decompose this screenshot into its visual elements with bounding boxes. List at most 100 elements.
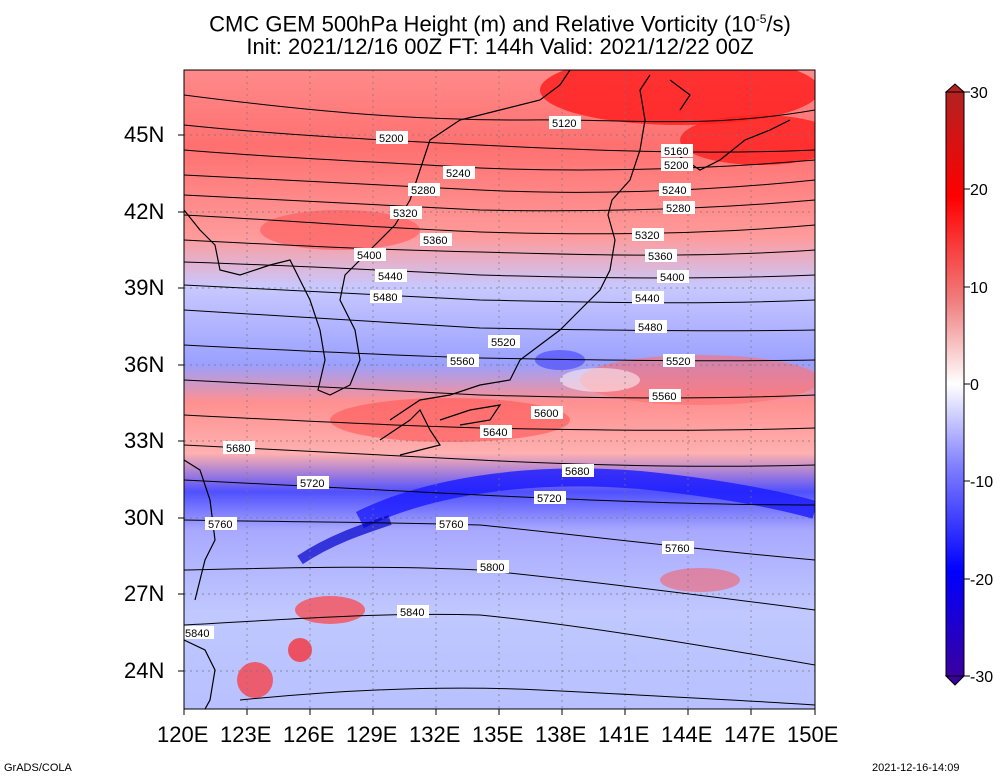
colorbar-tick: -30: [970, 669, 993, 686]
contour-label: 5400: [354, 248, 386, 262]
contour-label: 5280: [408, 183, 440, 197]
contour-label: 5120: [549, 116, 581, 130]
lon-label: 141E: [598, 722, 650, 747]
lon-label: 132E: [409, 722, 461, 747]
svg-text:5240: 5240: [662, 185, 686, 197]
vorticity-field: 5120 5160 5200 5200 5240 5240 5280 5280 …: [184, 70, 815, 709]
svg-text:5640: 5640: [483, 427, 507, 439]
contour-label: 5240: [443, 166, 475, 180]
svg-text:5720: 5720: [537, 493, 561, 505]
contour-label: 5400: [657, 270, 689, 284]
contour-label: 5320: [390, 206, 422, 220]
lat-label: 42N: [124, 199, 165, 224]
contour-label: 5200: [661, 158, 693, 172]
contour-labels: 5120 5160 5200 5200 5240 5240 5280 5280 …: [184, 116, 695, 640]
lat-label: 30N: [124, 505, 165, 530]
lon-label: 138E: [535, 722, 587, 747]
svg-text:5720: 5720: [300, 478, 324, 490]
lon-label: 144E: [661, 722, 713, 747]
lon-label: 135E: [472, 722, 524, 747]
svg-text:5760: 5760: [208, 519, 232, 531]
svg-text:5560: 5560: [450, 356, 474, 368]
svg-text:5800: 5800: [480, 562, 504, 574]
contour-label: 5480: [370, 290, 402, 304]
colorbar-tick: -20: [970, 572, 993, 589]
svg-text:5840: 5840: [400, 607, 424, 619]
contour-label: 5520: [663, 354, 695, 368]
colorbar-tick: 10: [970, 280, 988, 297]
contour-label: 5560: [649, 389, 681, 403]
svg-text:5400: 5400: [357, 250, 381, 262]
contour-label: 5840: [397, 605, 429, 619]
svg-text:5320: 5320: [393, 208, 417, 220]
chart-title: CMC GEM 500hPa Height (m) and Relative V…: [209, 11, 791, 37]
svg-text:5360: 5360: [423, 235, 447, 247]
colorbar-tick: -10: [970, 474, 993, 491]
chart-subtitle: Init: 2021/12/16 00Z FT: 144h Valid: 202…: [246, 34, 754, 59]
colorbar-tick: 30: [970, 85, 988, 102]
lon-label: 150E: [787, 722, 839, 747]
svg-text:5200: 5200: [664, 160, 688, 172]
svg-text:5200: 5200: [379, 133, 403, 145]
lon-label: 123E: [220, 722, 272, 747]
contour-label: 5560: [447, 354, 479, 368]
svg-text:5280: 5280: [411, 185, 435, 197]
contour-label: 5320: [632, 228, 664, 242]
contour-label: 5680: [562, 464, 594, 478]
svg-text:5520: 5520: [491, 337, 515, 349]
svg-text:5280: 5280: [666, 203, 690, 215]
svg-text:5760: 5760: [665, 543, 689, 555]
svg-text:5680: 5680: [226, 443, 250, 455]
lat-label: 27N: [124, 581, 165, 606]
contour-label: 5200: [376, 131, 408, 145]
svg-text:5760: 5760: [439, 519, 463, 531]
contour-label: 5640: [480, 425, 512, 439]
contour-label: 5160: [661, 144, 693, 158]
lat-label: 45N: [124, 122, 165, 147]
svg-text:5680: 5680: [565, 466, 589, 478]
footer-left: GrADS/COLA: [4, 762, 72, 774]
lon-label: 120E: [157, 722, 209, 747]
svg-text:5320: 5320: [635, 230, 659, 242]
svg-text:5520: 5520: [666, 356, 690, 368]
lon-label: 147E: [724, 722, 776, 747]
svg-text:5160: 5160: [664, 146, 688, 158]
contour-label: 5720: [534, 491, 566, 505]
contour-label: 5240: [659, 183, 691, 197]
contour-label: 5440: [375, 269, 407, 283]
lat-label: 39N: [124, 275, 165, 300]
svg-text:5480: 5480: [638, 322, 662, 334]
svg-text:5560: 5560: [652, 391, 676, 403]
contour-label: 5760: [436, 517, 468, 531]
contour-label: 5360: [645, 249, 677, 263]
lon-label: 129E: [346, 722, 398, 747]
contour-label: 5480: [635, 320, 667, 334]
contour-label: 5600: [531, 406, 563, 420]
svg-text:5440: 5440: [635, 293, 659, 305]
contour-label: 5520: [488, 335, 520, 349]
lon-label: 126E: [283, 722, 335, 747]
lat-label: 33N: [124, 428, 165, 453]
svg-text:5400: 5400: [660, 272, 684, 284]
colorbar: 30 20 10 0 -10 -20 -30: [944, 83, 993, 686]
contour-label: 5760: [662, 541, 694, 555]
footer-right: 2021-12-16-14:09: [872, 762, 960, 774]
svg-text:5360: 5360: [648, 251, 672, 263]
colorbar-tick: 20: [970, 182, 988, 199]
lat-label: 36N: [124, 352, 165, 377]
contour-label: 5360: [420, 233, 452, 247]
contour-label: 5840: [184, 626, 214, 640]
colorbar-tick: 0: [970, 377, 979, 394]
svg-text:5120: 5120: [552, 118, 576, 130]
contour-label: 5680: [223, 441, 255, 455]
contour-label: 5720: [297, 476, 329, 490]
svg-text:5440: 5440: [378, 271, 402, 283]
svg-text:5840: 5840: [185, 628, 209, 640]
contour-label: 5280: [663, 201, 695, 215]
contour-label: 5800: [477, 560, 509, 574]
svg-text:5240: 5240: [446, 168, 470, 180]
contour-label: 5760: [205, 517, 237, 531]
svg-text:5480: 5480: [373, 292, 397, 304]
lat-label: 24N: [124, 658, 165, 683]
